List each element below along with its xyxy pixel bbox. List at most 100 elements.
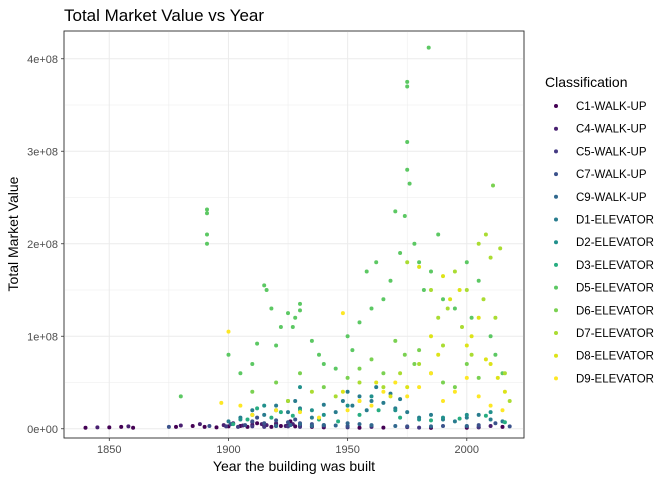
data-point xyxy=(95,425,100,430)
data-point xyxy=(488,424,493,428)
data-point xyxy=(376,408,381,413)
data-point xyxy=(255,341,260,346)
data-point xyxy=(245,417,250,422)
data-point xyxy=(507,399,512,403)
data-point xyxy=(393,338,398,343)
legend-label: C1-WALK-UP xyxy=(576,101,647,113)
data-point xyxy=(274,343,279,348)
data-point xyxy=(250,424,255,429)
data-point xyxy=(398,371,403,376)
data-point xyxy=(309,415,314,420)
data-point xyxy=(214,425,219,430)
legend-key xyxy=(554,104,558,108)
data-point xyxy=(238,371,243,376)
data-point xyxy=(417,362,422,366)
data-point xyxy=(417,417,422,422)
data-point xyxy=(178,394,183,399)
data-point xyxy=(298,385,302,390)
data-point xyxy=(369,394,374,399)
data-point xyxy=(250,362,255,366)
data-point xyxy=(345,408,350,413)
data-point xyxy=(345,424,350,428)
data-point xyxy=(290,413,295,418)
data-point xyxy=(219,400,224,405)
data-point xyxy=(476,315,481,320)
data-point xyxy=(262,424,267,429)
data-point xyxy=(357,320,362,325)
data-point xyxy=(274,421,279,426)
legend-title: Classification xyxy=(545,74,627,90)
data-point xyxy=(464,424,469,428)
data-point xyxy=(417,425,422,430)
data-point xyxy=(457,416,462,421)
data-point xyxy=(226,352,231,357)
data-point xyxy=(452,385,457,390)
data-point xyxy=(436,232,441,237)
data-point xyxy=(255,406,260,411)
data-point xyxy=(286,399,290,403)
data-point xyxy=(457,288,462,292)
legend-label: D9-ELEVATOR xyxy=(576,373,654,385)
data-point xyxy=(381,400,386,405)
data-point xyxy=(333,410,338,415)
data-point xyxy=(286,311,290,316)
data-point xyxy=(488,255,493,260)
legend-key xyxy=(554,217,558,222)
data-point xyxy=(278,424,283,428)
y-axis-title: Total Market Value xyxy=(5,176,21,291)
data-point xyxy=(452,389,457,394)
data-point xyxy=(250,412,255,417)
data-point xyxy=(262,421,267,426)
data-point xyxy=(388,394,393,399)
data-point xyxy=(488,410,493,415)
data-point xyxy=(255,415,260,420)
data-point xyxy=(309,338,314,343)
y-tick-label: 2e+08 xyxy=(27,239,58,251)
data-point xyxy=(402,352,407,357)
data-point xyxy=(381,389,386,394)
data-point xyxy=(238,417,243,422)
data-point xyxy=(452,306,457,311)
data-point xyxy=(412,241,417,246)
legend-label: C4-WALK-UP xyxy=(576,124,647,136)
data-point xyxy=(476,394,481,399)
y-tick-label: 4e+08 xyxy=(27,54,58,66)
data-point xyxy=(357,399,362,403)
data-point xyxy=(345,334,350,339)
x-tick-label: 1950 xyxy=(335,444,359,456)
data-point xyxy=(205,207,209,212)
data-point xyxy=(405,167,410,172)
data-point xyxy=(460,325,464,329)
y-axis-ticks: 0e+00 1e+08 2e+08 3e+08 4e+08 xyxy=(27,54,64,436)
legend-key xyxy=(554,331,558,335)
data-point xyxy=(345,403,350,408)
data-point xyxy=(269,306,274,311)
data-point xyxy=(441,424,445,428)
data-point xyxy=(429,371,433,376)
data-point xyxy=(464,362,469,366)
data-point xyxy=(321,362,326,366)
data-point xyxy=(262,283,267,288)
data-point xyxy=(178,423,183,428)
legend-key xyxy=(554,172,558,177)
data-point xyxy=(469,334,474,339)
data-point xyxy=(207,424,212,428)
data-point xyxy=(381,385,386,390)
data-point xyxy=(381,371,386,376)
legend-key xyxy=(554,353,558,358)
data-point xyxy=(493,352,498,357)
x-tick-label: 1850 xyxy=(97,444,121,456)
data-point xyxy=(469,352,474,357)
legend-label: D2-ELEVATOR xyxy=(576,237,654,249)
data-point xyxy=(345,375,350,380)
data-point xyxy=(298,410,302,415)
data-point xyxy=(429,424,433,429)
data-point xyxy=(357,380,362,385)
data-point xyxy=(405,410,410,415)
data-point xyxy=(502,420,507,425)
grid-lines xyxy=(64,31,524,438)
legend-label: D5-ELEVATOR xyxy=(576,283,654,295)
legend-label: D3-ELEVATOR xyxy=(576,260,654,272)
data-point xyxy=(357,422,362,427)
data-point xyxy=(398,397,403,402)
